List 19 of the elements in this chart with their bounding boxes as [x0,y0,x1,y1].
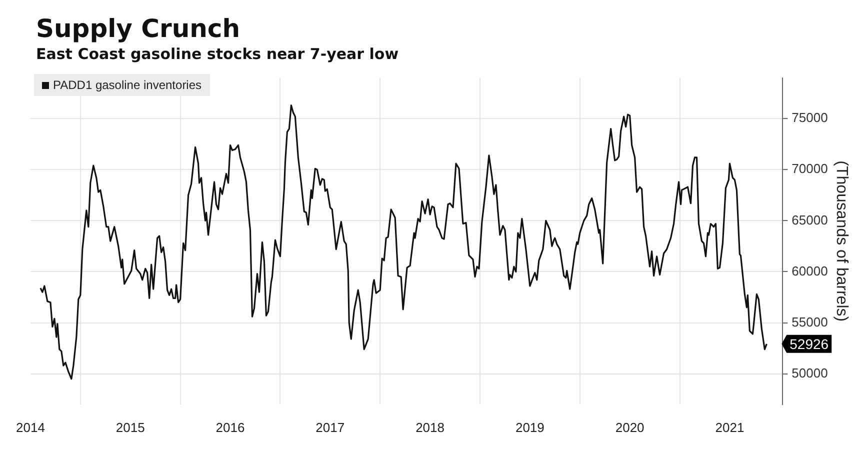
x-tick-label: 2014 [16,420,45,435]
y2-tick-label: 55000 [792,314,828,330]
y2-tick-label: 50000 [792,365,828,380]
text: 52926 [790,336,829,352]
y2-tick-label: 70000 [792,161,828,176]
y2-tick-label: 75000 [792,110,828,126]
x-tick-label: 2018 [416,420,444,435]
chart-subtitle: East Coast gasoline stocks near 7-year low [36,45,399,63]
legend-label: PADD1 gasoline inventories [53,78,202,92]
x-tick-label: 2021 [715,420,744,435]
y2-tick-label: 65000 [792,212,828,228]
x-tick-label: 2017 [316,420,345,435]
y2-tick-label: 60000 [792,263,828,278]
x-tick-label: 2020 [615,420,644,435]
x-tick-label: 2015 [116,420,145,435]
y2-axis-title: (Thousands of barrels) [832,160,850,322]
x-tick-label: 2019 [515,420,544,435]
x-tick-label: 2016 [216,420,245,435]
chart-title: Supply Crunch [36,14,240,43]
